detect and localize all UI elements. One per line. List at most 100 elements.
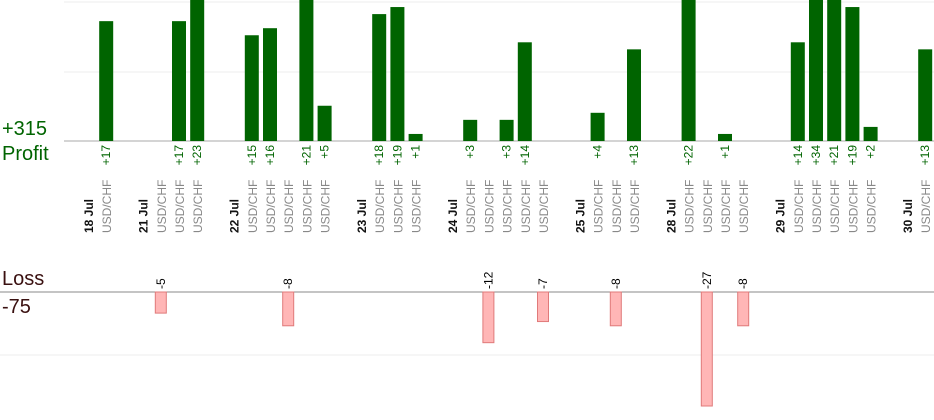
profit-value-label: +1 bbox=[409, 145, 423, 159]
profit-value-label: +21 bbox=[827, 145, 841, 166]
profit-bar bbox=[172, 21, 186, 141]
loss-value-label: -8 bbox=[281, 278, 295, 289]
instrument-label: USD/CHF bbox=[246, 180, 260, 233]
profit-value-label: +4 bbox=[591, 145, 605, 159]
instrument-label: USD/CHF bbox=[719, 180, 733, 233]
profit-label: Profit bbox=[2, 143, 49, 165]
profit-bar bbox=[681, 0, 696, 141]
bars-layer bbox=[99, 0, 933, 407]
date-label: 23 Jul bbox=[355, 199, 369, 233]
loss-bar bbox=[700, 291, 713, 407]
date-label: 22 Jul bbox=[228, 199, 242, 233]
profit-bar bbox=[918, 49, 933, 141]
instrument-label: USD/CHF bbox=[792, 180, 806, 233]
profit-bar bbox=[99, 21, 114, 141]
profit-value-label: +15 bbox=[245, 145, 259, 166]
profit-bar bbox=[299, 0, 314, 141]
profit-bar bbox=[627, 49, 641, 141]
profit-value-label: +3 bbox=[463, 145, 477, 159]
instrument-label: USD/CHF bbox=[191, 180, 205, 233]
profit-value-label: +22 bbox=[682, 145, 696, 166]
instrument-label: USD/CHF bbox=[100, 180, 114, 233]
date-label: 25 Jul bbox=[573, 199, 587, 233]
loss-value-label: -5 bbox=[154, 278, 168, 289]
instrument-label: USD/CHF bbox=[410, 180, 424, 233]
loss-bar bbox=[537, 291, 549, 323]
instrument-label: USD/CHF bbox=[701, 180, 715, 233]
instrument-label: USD/CHF bbox=[501, 180, 515, 233]
date-label: 21 Jul bbox=[137, 199, 151, 233]
instrument-label: USD/CHF bbox=[919, 180, 933, 233]
profit-bar bbox=[190, 0, 205, 141]
profit-value-label: +17 bbox=[99, 145, 113, 166]
loss-bar bbox=[609, 291, 622, 327]
instrument-label: USD/CHF bbox=[683, 180, 697, 233]
profit-bar bbox=[718, 133, 732, 141]
profit-value-label: +19 bbox=[390, 145, 404, 166]
instrument-label: USD/CHF bbox=[173, 180, 187, 233]
profit-bar bbox=[463, 119, 478, 141]
instrument-label: USD/CHF bbox=[865, 180, 879, 233]
profit-value-label: +21 bbox=[299, 145, 313, 166]
instrument-label: USD/CHF bbox=[300, 180, 314, 233]
profit-value-label: +34 bbox=[809, 145, 823, 166]
profit-bar bbox=[499, 119, 514, 141]
profit-value-label: +18 bbox=[372, 145, 386, 166]
profit-value-label: +2 bbox=[864, 145, 878, 159]
profit-value-label: +23 bbox=[190, 145, 204, 166]
instrument-label: USD/CHF bbox=[610, 180, 624, 233]
profit-value-label: +13 bbox=[918, 145, 932, 166]
profit-bar bbox=[408, 133, 423, 141]
date-label: 29 Jul bbox=[774, 199, 788, 233]
profit-value-label: +14 bbox=[518, 145, 532, 166]
profit-bar bbox=[790, 42, 805, 141]
profit-bar bbox=[244, 35, 259, 141]
profit-bar bbox=[390, 7, 405, 141]
instrument-label: USD/CHF bbox=[264, 180, 278, 233]
profit-bar bbox=[317, 105, 332, 141]
profit-bar bbox=[517, 42, 532, 141]
loss-label: Loss bbox=[2, 268, 45, 290]
profit-value-label: +3 bbox=[500, 145, 514, 159]
instrument-label: USD/CHF bbox=[592, 180, 606, 233]
loss-value-label: -12 bbox=[481, 271, 495, 289]
instrument-label: USD/CHF bbox=[737, 180, 751, 233]
profit-bar bbox=[827, 0, 842, 141]
loss-bar bbox=[154, 291, 167, 314]
date-label: 28 Jul bbox=[664, 199, 678, 233]
profit-value-label: +16 bbox=[263, 145, 277, 166]
instrument-label: USD/CHF bbox=[282, 180, 296, 233]
loss-bar bbox=[482, 291, 495, 344]
profit-value-label: +1 bbox=[718, 145, 732, 159]
instrument-label: USD/CHF bbox=[537, 180, 551, 233]
profit-total: +315 bbox=[2, 118, 48, 140]
loss-bar bbox=[282, 291, 295, 327]
instrument-label: USD/CHF bbox=[155, 180, 169, 233]
loss-bar bbox=[737, 291, 750, 327]
loss-value-label: -27 bbox=[700, 271, 714, 289]
profit-bar bbox=[809, 0, 823, 141]
date-label: 30 Jul bbox=[901, 199, 915, 233]
loss-total: -75 bbox=[2, 296, 31, 318]
date-label: 24 Jul bbox=[446, 199, 460, 233]
profit-value-label: +5 bbox=[318, 145, 332, 159]
profit-value-label: +14 bbox=[791, 145, 805, 166]
profit-bar bbox=[845, 7, 860, 141]
instrument-label: USD/CHF bbox=[482, 180, 496, 233]
profit-value-label: +19 bbox=[845, 145, 859, 166]
loss-value-label: -8 bbox=[736, 278, 750, 289]
instrument-label: USD/CHF bbox=[519, 180, 533, 233]
profit-bar bbox=[590, 112, 605, 141]
instrument-label: USD/CHF bbox=[828, 180, 842, 233]
profit-value-label: +13 bbox=[627, 145, 641, 166]
loss-value-label: -7 bbox=[536, 278, 550, 289]
profit-bar bbox=[863, 126, 878, 141]
date-label: 18 Jul bbox=[82, 199, 96, 233]
instrument-label: USD/CHF bbox=[810, 180, 824, 233]
loss-value-label: -8 bbox=[609, 278, 623, 289]
instrument-label: USD/CHF bbox=[319, 180, 333, 233]
instrument-label: USD/CHF bbox=[464, 180, 478, 233]
instrument-label: USD/CHF bbox=[391, 180, 405, 233]
